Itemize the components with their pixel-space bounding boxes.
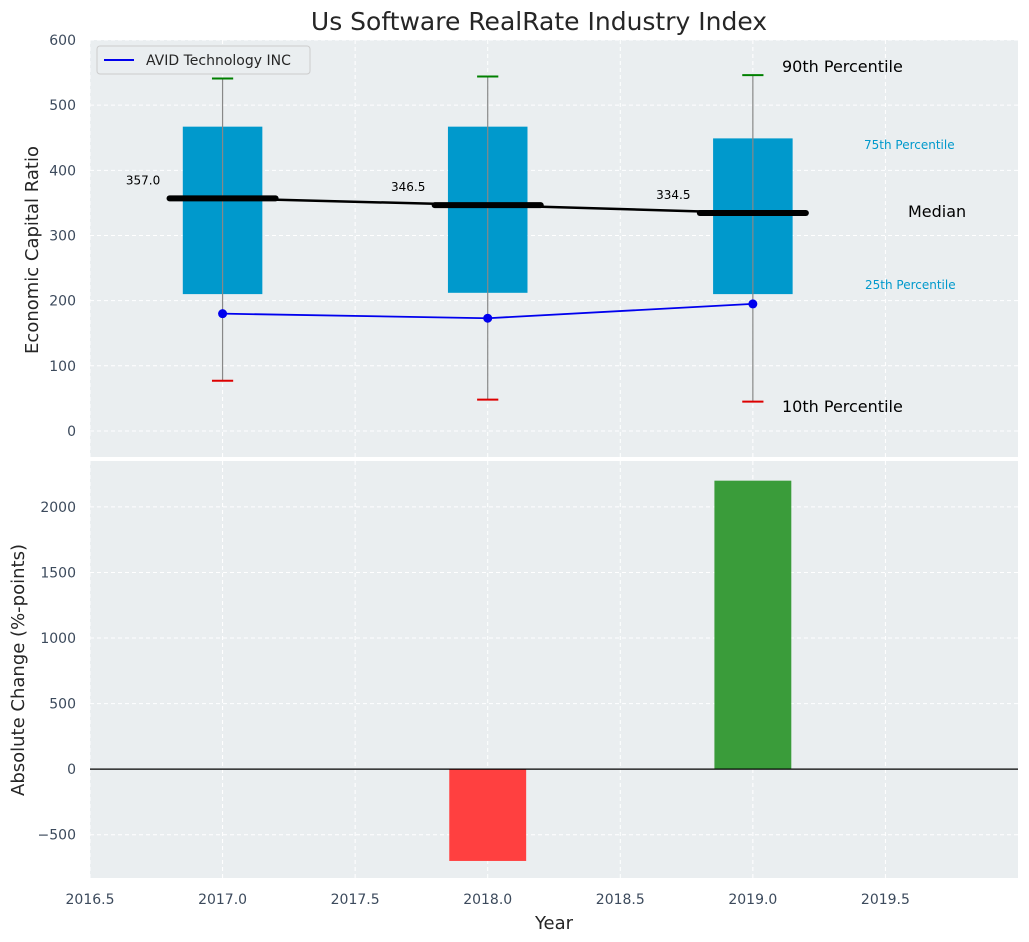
x-tick-label-5: 2019.0 [728, 892, 777, 908]
x-tick-label-2: 2017.5 [331, 892, 380, 908]
percentile-annotations: 90th Percentile 75th Percentile Median 2… [782, 57, 966, 416]
bottom-plot-background [90, 461, 1018, 878]
top-y-tick-label-6: 600 [49, 33, 76, 49]
bottom-y-tick-label-4: 1500 [40, 565, 76, 581]
legend: AVID Technology INC [96, 45, 311, 75]
legend-box [96, 45, 311, 75]
top-y-axis-label: Economic Capital Ratio [22, 146, 43, 354]
legend-entry-avid: AVID Technology INC [146, 53, 291, 69]
x-tick-label-6: 2019.5 [861, 892, 910, 908]
top-panel: 0 100 200 300 400 500 600 Economic Capital Rat… [22, 33, 1018, 457]
series-point-0 [218, 309, 228, 319]
annotation-10th-percentile: 10th Percentile [782, 397, 903, 416]
annotation-75th-percentile: 75th Percentile [864, 138, 955, 152]
change-bar-0 [449, 769, 527, 861]
bottom-y-axis-label: Absolute Change (%-points) [8, 544, 29, 796]
annotation-25th-percentile: 25th Percentile [865, 278, 956, 292]
x-tick-label-0: 2016.5 [66, 892, 115, 908]
top-y-tick-label-1: 100 [49, 359, 76, 375]
change-bar-1 [714, 480, 792, 770]
x-tick-label-1: 2017.0 [198, 892, 247, 908]
annotation-median: Median [908, 202, 966, 221]
bottom-y-tick-label-2: 500 [49, 697, 76, 713]
top-y-tick-label-2: 200 [49, 294, 76, 310]
series-point-2 [748, 299, 758, 309]
bottom-y-tick-label-1: 0 [67, 762, 76, 778]
median-label-2: 334.5 [656, 188, 690, 202]
bottom-y-tick-label-5: 2000 [40, 500, 76, 516]
x-tick-label-4: 2018.5 [596, 892, 645, 908]
series-point-1 [483, 313, 493, 323]
annotation-90th-percentile: 90th Percentile [782, 57, 903, 76]
bottom-panel: −500 0 500 1000 1500 2000 2016.5 2017.0 2017.5 2… [8, 461, 1018, 934]
bottom-y-tick-label-3: 1000 [40, 631, 76, 647]
median-label-0: 357.0 [126, 173, 160, 187]
chart-title: Us Software RealRate Industry Index [311, 7, 767, 36]
bottom-y-tick-label-0: −500 [38, 828, 76, 844]
top-y-tick-label-0: 0 [67, 424, 76, 440]
top-y-tick-label-5: 500 [49, 98, 76, 114]
median-label-1: 346.5 [391, 180, 425, 194]
top-y-tick-label-3: 300 [49, 228, 76, 244]
top-y-tick-label-4: 400 [49, 163, 76, 179]
x-tick-label-3: 2018.0 [463, 892, 512, 908]
x-axis-label: Year [534, 913, 574, 934]
